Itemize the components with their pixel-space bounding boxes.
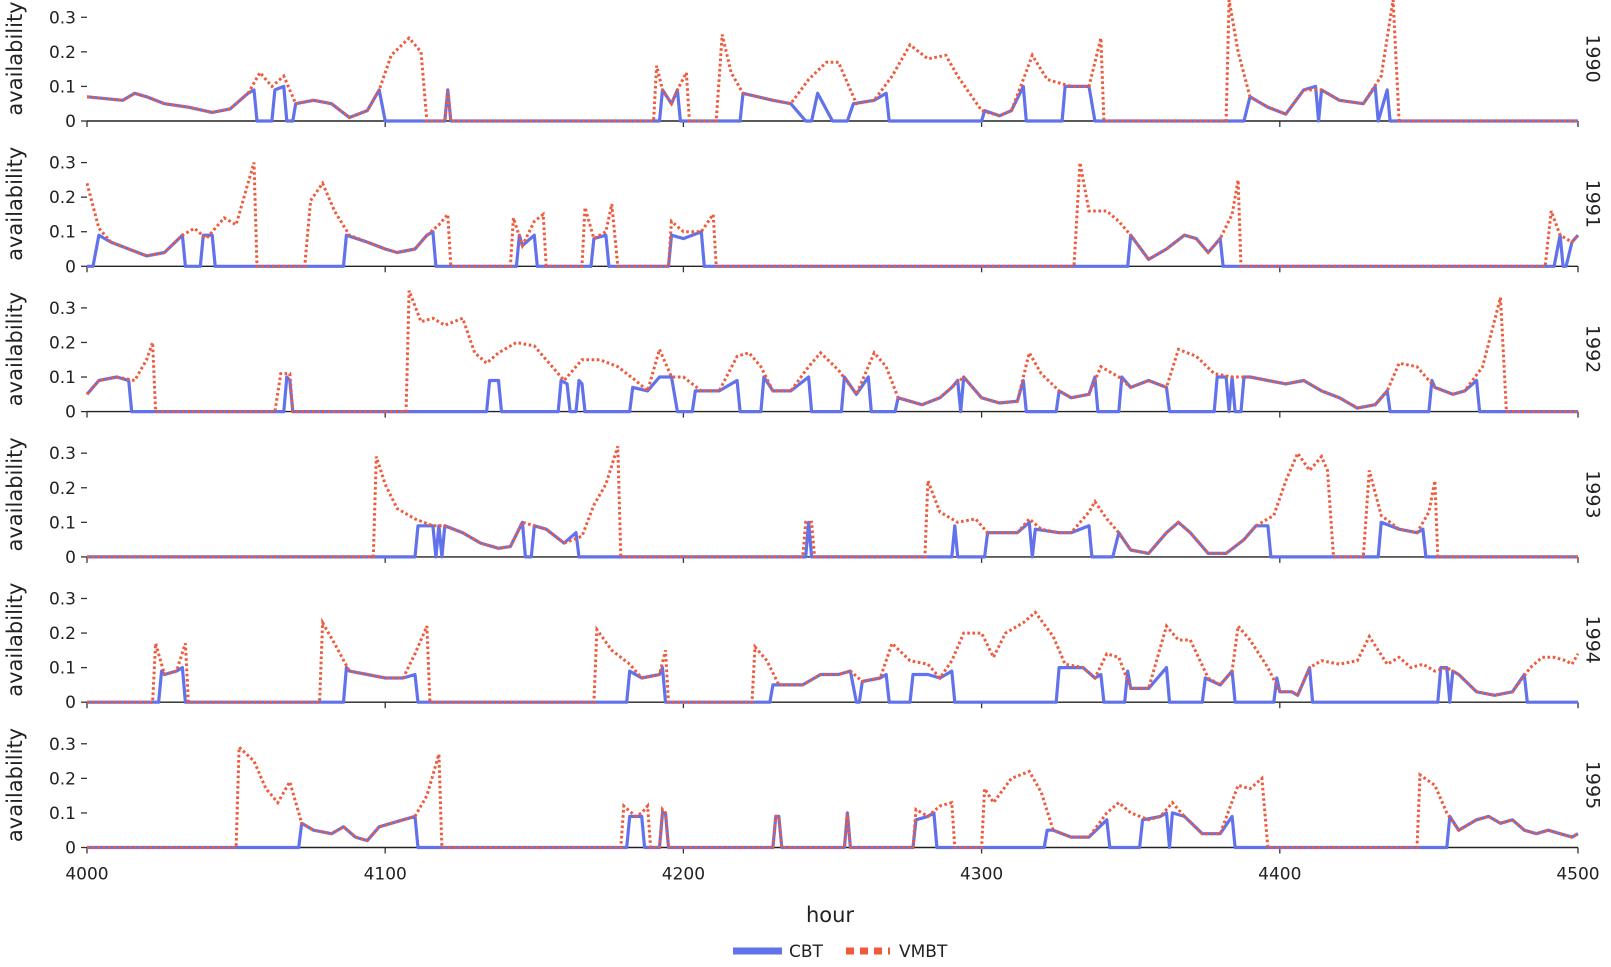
x-axis-title: hour — [806, 903, 854, 927]
series-cbt-line — [87, 230, 1579, 268]
series-vmbt-line — [87, 445, 1578, 559]
y-tick-label: 0.1 — [49, 223, 76, 243]
x-tick-label: 4500 — [1556, 865, 1599, 885]
y-tick-label: 0.2 — [49, 479, 76, 499]
legend-label-vmbt: VMBT — [899, 942, 948, 962]
facet-label-1993: 1993 — [1582, 470, 1604, 518]
series-vmbt-line — [87, 610, 1579, 704]
facet-panel-1992: 0 0.1 0.2 0.3 availability 1992 — [3, 290, 1604, 423]
y-axis-title: availability — [3, 147, 27, 261]
y-tick-label: 0.3 — [49, 444, 76, 464]
y-axis-title: availability — [3, 583, 27, 697]
x-tick-label: 4300 — [960, 865, 1003, 885]
x-tick-label: 4000 — [65, 865, 108, 885]
y-tick-label: 0 — [65, 257, 76, 277]
y-tick-label: 0.2 — [49, 333, 76, 353]
y-axis-title: availability — [3, 437, 27, 551]
x-tick-label: 4200 — [662, 865, 705, 885]
series-vmbt-line — [86, 0, 1578, 123]
facet-panel-1990: 0 0.1 0.2 0.3 availability 1990 — [3, 0, 1604, 132]
series-vmbt-line — [87, 743, 1579, 849]
facet-label-1994: 1994 — [1582, 616, 1604, 664]
y-axis-title: availability — [3, 1, 27, 115]
x-axis-tick-labels: 4000 4100 4200 4300 4400 4500 — [65, 865, 1599, 885]
y-tick-label: 0.2 — [49, 43, 76, 63]
y-tick-label: 0.2 — [49, 769, 76, 789]
x-tick-label: 4400 — [1258, 865, 1301, 885]
y-tick-label: 0.1 — [49, 659, 76, 679]
x-tick-label: 4100 — [364, 865, 407, 885]
facet-label-1990: 1990 — [1582, 34, 1604, 82]
legend: CBT VMBT — [733, 942, 948, 962]
y-tick-label: 0.3 — [49, 299, 76, 319]
y-tick-label: 0.2 — [49, 624, 76, 644]
y-tick-label: 0.1 — [49, 368, 76, 388]
y-axis-title: availability — [3, 728, 27, 842]
y-tick-label: 0.1 — [49, 77, 76, 97]
series-cbt-line — [86, 84, 1578, 123]
y-tick-label: 0 — [65, 693, 76, 713]
y-tick-label: 0 — [65, 839, 76, 859]
y-axis-title: availability — [3, 292, 27, 406]
series-vmbt-line — [86, 290, 1578, 414]
y-tick-label: 0 — [65, 548, 76, 568]
series-vmbt-line — [86, 162, 1579, 268]
series-cbt-line — [87, 811, 1579, 850]
facet-panel-1991: 0 0.1 0.2 0.3 availability 1991 — [3, 147, 1604, 278]
y-tick-label: 0.1 — [49, 513, 76, 533]
y-tick-label: 0 — [65, 403, 76, 423]
y-tick-label: 0.3 — [49, 154, 76, 174]
facet-label-1992: 1992 — [1582, 325, 1604, 373]
y-tick-label: 0.3 — [49, 8, 76, 28]
series-cbt-line — [87, 520, 1578, 559]
facet-panel-1995: 0 0.1 0.2 0.3 availability 1995 — [3, 728, 1604, 859]
facet-label-1991: 1991 — [1582, 180, 1604, 228]
facet-label-1995: 1995 — [1582, 761, 1604, 809]
y-tick-label: 0.3 — [49, 589, 76, 609]
facet-panel-1993: 0 0.1 0.2 0.3 availability 1993 — [3, 437, 1604, 568]
y-tick-label: 0.2 — [49, 188, 76, 208]
y-tick-label: 0.3 — [49, 735, 76, 755]
facet-panel-1994: 0 0.1 0.2 0.3 availability 1994 — [3, 583, 1604, 714]
y-tick-label: 0.1 — [49, 804, 76, 824]
series-cbt-line — [87, 665, 1578, 704]
legend-label-cbt: CBT — [789, 942, 824, 962]
y-tick-label: 0 — [65, 112, 76, 132]
facet-panels: 0 0.1 0.2 0.3 availability 1990 0 0.1 0.2 0.3 avai… — [3, 0, 1604, 859]
